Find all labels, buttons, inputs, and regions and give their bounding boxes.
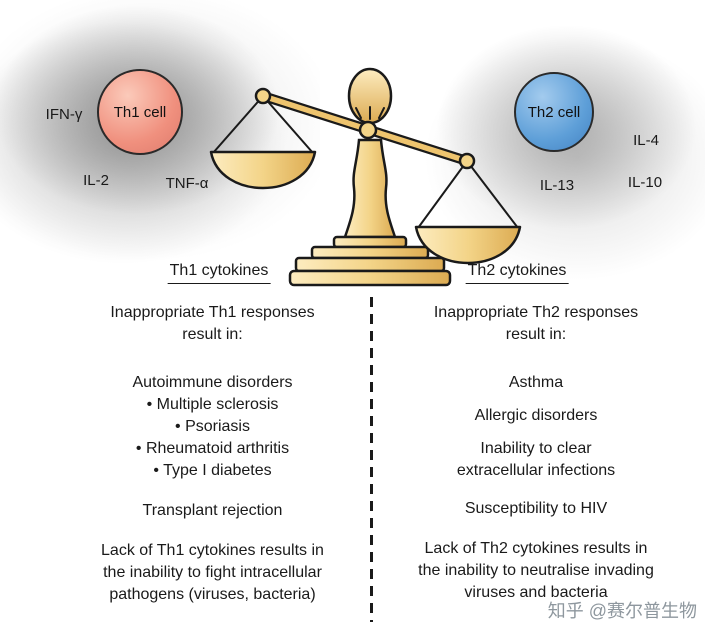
il-2-label: IL-2 [83, 172, 109, 189]
ifn-gamma-label: IFN-γ [45, 106, 83, 123]
th2-allergic-item: Allergic disorders [474, 407, 598, 424]
balance-scale-illustration [209, 67, 522, 287]
th1-transplant-item: Transplant rejection [142, 502, 283, 519]
th2-cytokines-caption: Th2 cytokines [465, 262, 569, 284]
th1-cytokines-caption: Th1 cytokines [167, 262, 271, 284]
th2-hiv-item: Susceptibility to HIV [464, 500, 608, 517]
th2-heading: Inappropriate Th2 responses result in: [433, 304, 639, 343]
il-10-label: IL-10 [627, 174, 663, 191]
dashed-divider [370, 297, 373, 622]
th1-heading: Inappropriate Th1 responses result in: [110, 304, 315, 343]
th2-cell-circle: Th2 cell [514, 72, 594, 152]
il-13-label: IL-13 [539, 177, 575, 194]
th1-cell-circle: Th1 cell [97, 69, 183, 155]
zhihu-watermark: 知乎 @赛尔普生物 [547, 601, 697, 621]
th2-consequences-column: Inappropriate Th2 responses result in: A… [388, 302, 684, 604]
il-4-label: IL-4 [633, 132, 659, 149]
th2-asthma-item: Asthma [508, 374, 564, 391]
th1-lack-paragraph: Lack of Th1 cytokines results in the ina… [101, 542, 324, 603]
pivot-knob [358, 120, 378, 140]
right-pan [414, 225, 522, 265]
th1-consequences-column: Inappropriate Th1 responses result in: A… [55, 302, 370, 606]
th2-cell-label: Th2 cell [527, 103, 581, 121]
left-beam-knob [254, 87, 272, 105]
left-pan [209, 150, 317, 190]
th1-autoimmune-list: Autoimmune disorders • Multiple sclerosi… [132, 374, 293, 479]
figure-face-marks [355, 106, 385, 120]
tnf-alpha-label: TNF-α [165, 175, 209, 192]
right-beam-knob [458, 152, 476, 170]
figure-body [343, 138, 397, 239]
th2-lack-paragraph: Lack of Th2 cytokines results in the ina… [418, 540, 654, 601]
pan-strings [212, 95, 519, 229]
th2-inability-item: Inability to clear extracellular infecti… [456, 440, 616, 479]
th1-cell-label: Th1 cell [113, 103, 167, 121]
pedestal-base [288, 235, 452, 287]
